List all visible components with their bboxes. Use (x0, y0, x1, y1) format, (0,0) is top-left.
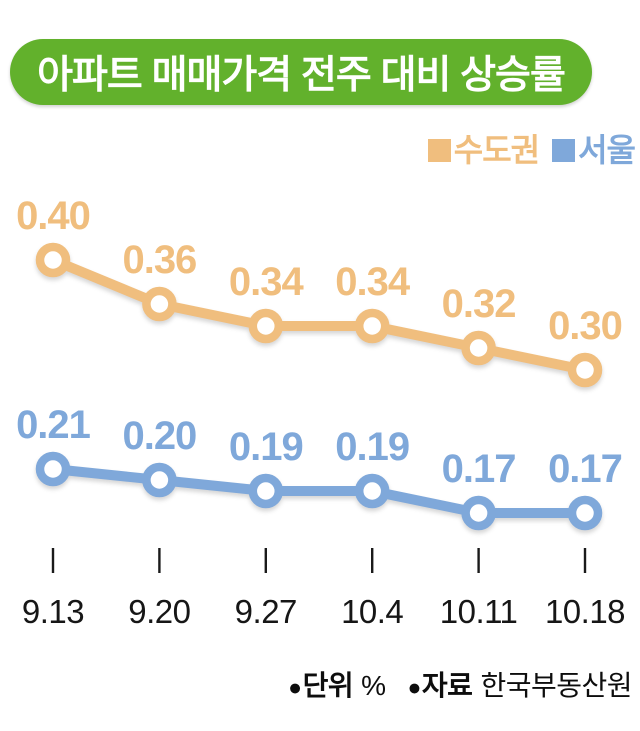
data-point-marker (461, 495, 496, 531)
legend-item-metro: 수도권 (427, 132, 540, 168)
unit-label: 단위 (302, 670, 354, 701)
data-point-label: 0.32 (441, 282, 517, 326)
unit-note: ● 단위 % (288, 664, 386, 704)
data-point-label: 0.17 (441, 447, 517, 491)
data-point-label: 0.34 (335, 260, 410, 304)
data-point-marker (35, 451, 71, 487)
legend-item-seoul: 서울 (552, 132, 636, 168)
data-point-label: 0.20 (122, 414, 197, 458)
series-서울 (35, 451, 603, 531)
chart-title: 아파트 매매가격 전주 대비 상승률 (37, 54, 566, 97)
data-point-marker (461, 330, 496, 366)
data-point-label: 0.21 (16, 403, 91, 447)
x-axis-label: 10.11 (439, 593, 518, 630)
data-point-marker (142, 462, 177, 498)
x-axis-label: 9.27 (234, 593, 298, 630)
trend-line (48, 464, 590, 518)
data-point-marker (567, 352, 603, 388)
source-label: 자료 (421, 670, 473, 701)
x-axis-label: 10.4 (341, 593, 404, 630)
data-point-label: 0.30 (548, 304, 623, 348)
data-point-label: 0.19 (228, 425, 304, 469)
data-point-marker (142, 286, 177, 322)
data-point-marker (354, 308, 390, 344)
x-axis-label: 9.20 (128, 593, 191, 630)
data-point-marker (567, 495, 603, 531)
data-point-label: 0.36 (122, 238, 197, 282)
legend-label-metro: 수도권 (453, 132, 540, 168)
metro-swatch-icon (427, 138, 451, 162)
data-point-marker (354, 473, 390, 509)
unit-value: % (361, 670, 386, 701)
source-note: ● 단위 % ● 자료 한국부동산원 (288, 664, 632, 704)
bullet-icon: ● (407, 674, 422, 700)
data-point-label: 0.19 (335, 425, 410, 469)
legend-label-seoul: 서울 (578, 132, 636, 168)
bullet-icon: ● (288, 674, 302, 700)
x-axis-label: 10.18 (544, 593, 626, 630)
seoul-swatch-icon (552, 138, 576, 162)
trend-line (48, 255, 590, 375)
data-point-marker (248, 308, 284, 344)
data-point-label: 0.17 (548, 447, 623, 491)
data-point-marker (248, 473, 284, 509)
series-수도권 (35, 242, 603, 388)
data-point-label: 0.40 (16, 194, 91, 238)
chart-title-banner: 아파트 매매가격 전주 대비 상승률 (10, 39, 592, 105)
data-point-label: 0.34 (228, 260, 304, 304)
source-credit: ● 자료 한국부동산원 (408, 664, 633, 704)
source-value: 한국부동산원 (480, 670, 632, 701)
x-axis-label: 9.13 (21, 593, 85, 630)
legend: 수도권 서울 (427, 132, 636, 168)
data-point-marker (35, 242, 71, 278)
